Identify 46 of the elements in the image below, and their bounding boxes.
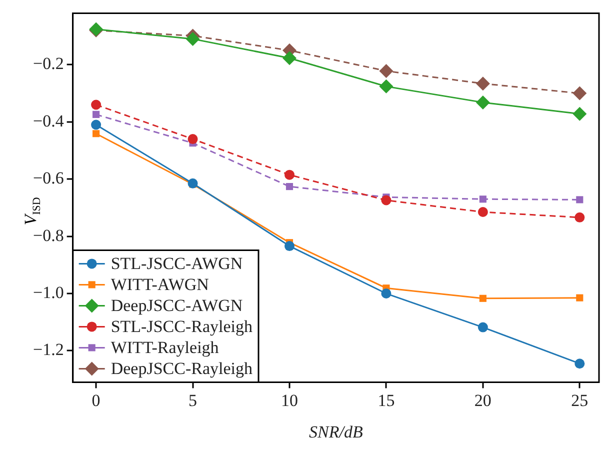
legend-label: WITT-AWGN <box>110 275 209 294</box>
x-tick-label: 15 <box>378 390 395 410</box>
legend-label: STL-JSCC-AWGN <box>110 254 243 274</box>
point <box>478 322 488 332</box>
x-tick-label: 5 <box>188 390 198 410</box>
y-tick-label: −1.0 <box>32 282 64 302</box>
point <box>572 86 587 100</box>
y-tick-label: −0.6 <box>32 168 64 188</box>
point <box>91 120 102 130</box>
x-tick-label: 20 <box>474 390 492 410</box>
x-tick-label: 10 <box>280 390 298 410</box>
point <box>479 196 486 203</box>
point <box>92 110 100 118</box>
point <box>572 106 587 121</box>
x-tick-label: 0 <box>92 390 100 410</box>
legend-label: DeepJSCC-AWGN <box>110 296 243 316</box>
point <box>478 207 488 218</box>
y-tick-label: −0.2 <box>32 54 64 74</box>
point <box>574 358 585 369</box>
x-axis-title: SNR/dB <box>308 422 364 442</box>
point <box>92 130 100 138</box>
y-tick-label: −0.4 <box>32 111 64 130</box>
point <box>286 183 294 190</box>
point <box>284 170 294 180</box>
point <box>574 212 585 222</box>
x-tick-label: 25 <box>571 390 588 410</box>
point <box>379 79 394 94</box>
point <box>576 294 584 302</box>
point <box>479 294 486 302</box>
y-tick-label: −1.2 <box>32 340 64 360</box>
point <box>186 32 200 46</box>
point <box>476 95 490 110</box>
y-tick-label: −0.8 <box>32 226 64 245</box>
point <box>576 196 584 204</box>
point <box>379 64 394 78</box>
point <box>282 51 296 66</box>
point <box>91 100 102 110</box>
point <box>188 134 198 144</box>
legend-label: WITT-Rayleigh <box>110 338 220 358</box>
legend-label: STL-JSCC-Rayleigh <box>110 317 254 336</box>
point <box>188 178 198 188</box>
point <box>381 288 392 299</box>
point <box>284 241 294 252</box>
point <box>381 195 392 206</box>
point <box>476 76 490 91</box>
legend-label: DeepJSCC-Rayleigh <box>110 359 253 378</box>
